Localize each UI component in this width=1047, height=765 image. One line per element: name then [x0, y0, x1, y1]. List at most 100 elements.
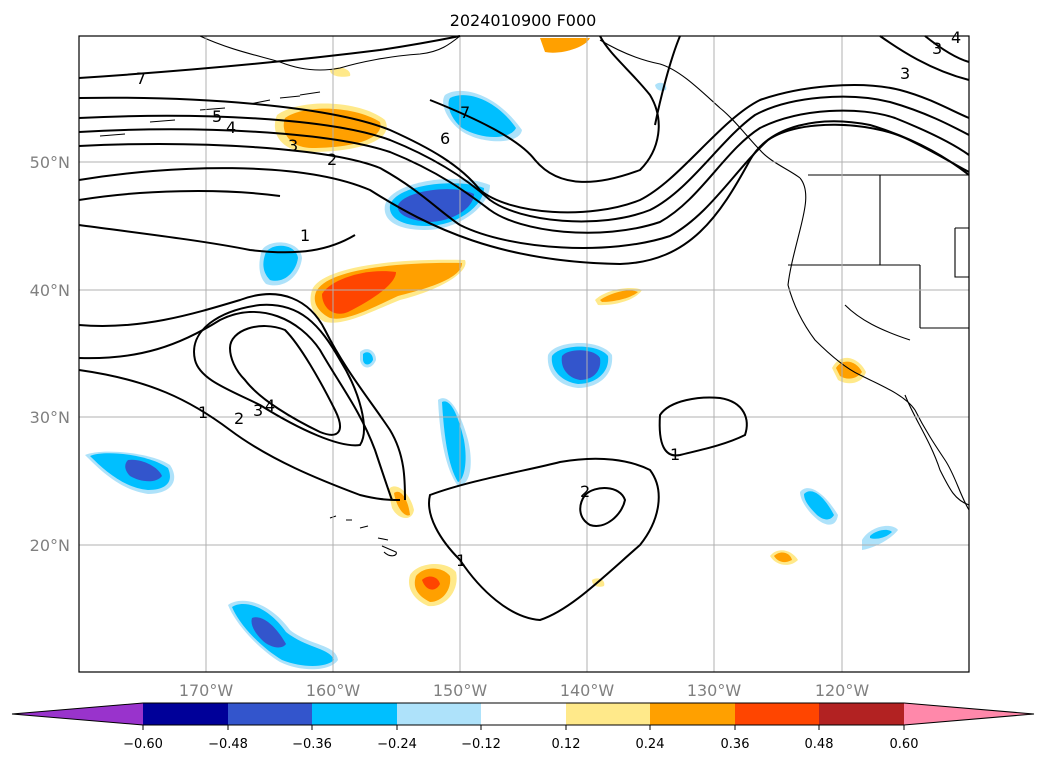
colorbar-segment	[312, 703, 397, 725]
contour-1	[78, 120, 970, 266]
colorbar: −0.60 −0.48 −0.36 −0.24 −0.12 0.12 0.24 …	[11, 702, 1035, 752]
contour-4	[78, 95, 970, 223]
contour-label: 1	[670, 445, 680, 464]
contour-label: 6	[440, 129, 450, 148]
contour-3-closed	[193, 303, 365, 447]
us-west-coast	[787, 177, 970, 511]
lon-label: 170°W	[179, 681, 234, 700]
contour-label: 7	[136, 69, 146, 88]
contour-7-north	[78, 35, 461, 79]
contour-7-east	[654, 35, 681, 126]
lat-label: 50°N	[30, 153, 70, 172]
colorbar-segment	[228, 703, 312, 725]
colorbar-tick-label: −0.12	[461, 737, 501, 752]
colorbar-segment	[397, 703, 481, 725]
map-title: 2024010900 F000	[450, 11, 597, 30]
contour-3-ne	[879, 35, 970, 81]
contour-2-south	[579, 487, 627, 527]
colorbar-extend-high	[904, 703, 1034, 725]
baja-california	[904, 394, 970, 506]
colorbar-segment	[143, 703, 228, 725]
negative-anomaly-south-west	[228, 600, 338, 670]
lat-label: 30°N	[30, 408, 70, 427]
graticule	[79, 36, 969, 672]
contour-2-trough	[78, 311, 393, 501]
colorbar-tick-label: −0.60	[123, 737, 163, 752]
positive-anomaly-central	[310, 259, 466, 323]
shaded-anomalies	[85, 38, 898, 670]
contour-label: 2	[234, 409, 244, 428]
map-frame	[78, 35, 970, 673]
lon-label: 160°W	[306, 681, 361, 700]
lat-label: 20°N	[30, 536, 70, 555]
contour-label: 3	[900, 64, 910, 83]
positive-anomaly-n-gulf	[274, 103, 387, 152]
colorbar-tick-label: 0.36	[721, 737, 750, 752]
lon-label: 130°W	[687, 681, 742, 700]
positive-anomaly-small-spots	[592, 357, 866, 587]
contour-1-east	[658, 396, 748, 457]
colorbar-tick-label: −0.48	[208, 737, 248, 752]
negative-anomaly-n-pacific	[443, 90, 522, 142]
alaska-peninsula-coast	[199, 35, 461, 71]
lon-label: 120°W	[815, 681, 870, 700]
negative-anomaly-thin-strips	[360, 349, 471, 486]
california-nevada-border	[844, 304, 911, 341]
contour-label: 3	[253, 401, 263, 420]
map-background	[79, 36, 969, 672]
contour-label: 1	[198, 403, 208, 422]
lat-label: 40°N	[30, 281, 70, 300]
contour-label: 1	[456, 551, 466, 570]
colorbar-segment	[650, 703, 735, 725]
negative-anomaly-far-west	[85, 451, 175, 494]
alaska-panhandle-coast	[599, 39, 801, 179]
contour-inner-west	[78, 190, 281, 201]
contour-1-sw	[78, 369, 401, 501]
coastlines	[99, 35, 970, 557]
contour-label: 4	[265, 396, 275, 415]
lon-label: 140°W	[560, 681, 615, 700]
contour-1-south	[428, 457, 660, 622]
contour-4-ne	[924, 35, 970, 63]
negative-anomaly-east-small	[655, 82, 898, 550]
positive-anomaly-top-center	[330, 38, 590, 77]
state-borders	[788, 174, 969, 329]
colorbar-segment	[481, 703, 566, 725]
contour-3	[78, 109, 970, 234]
positive-anomaly-south	[408, 564, 457, 607]
contour-label: 3	[288, 136, 298, 155]
contour-lines	[78, 35, 970, 622]
colorbar-segment	[566, 703, 650, 725]
contour-4-closed	[228, 325, 341, 436]
colorbar-extend-low	[12, 703, 143, 725]
colorbar-tick-label: 0.12	[552, 737, 581, 752]
colorbar-tick-label: 0.48	[805, 737, 834, 752]
colorbar-tick-label: 0.24	[636, 737, 665, 752]
contour-label: 7	[460, 103, 470, 122]
colorbar-tick-label: −0.24	[377, 737, 417, 752]
positive-anomaly-small-east	[595, 288, 642, 306]
contour-label: 3	[932, 39, 942, 58]
negative-anomaly-east-central	[547, 342, 613, 388]
contour-label: 2	[327, 150, 337, 169]
contour-6	[429, 35, 660, 183]
colorbar-segment	[819, 703, 904, 725]
contour-label: 4	[226, 118, 236, 137]
lon-label: 150°W	[433, 681, 488, 700]
contour-label: 5	[212, 107, 222, 126]
positive-anomaly-hawaii-ne	[388, 486, 414, 519]
contour-1-trough	[78, 293, 406, 501]
latitude-labels: 50°N 40°N 30°N 20°N	[30, 153, 70, 555]
contour-1-west	[78, 224, 356, 254]
colorbar-tick-label: 0.60	[890, 737, 919, 752]
contour-label: 1	[300, 226, 310, 245]
colorbar-tick-label: −0.36	[292, 737, 332, 752]
map-panel: 7 5 4 3 2 7 6 1 3 1 2 3 4 1 2 1 3 4	[78, 28, 970, 673]
contour-2	[78, 123, 970, 249]
contour-5	[78, 84, 970, 214]
aleutian-islands	[99, 91, 321, 137]
longitude-labels: 170°W 160°W 150°W 140°W 130°W 120°W	[179, 681, 870, 700]
colorbar-segment	[735, 703, 819, 725]
contour-labels: 7 5 4 3 2 7 6 1 3 1 2 3 4 1 2 1 3 4	[136, 28, 961, 570]
